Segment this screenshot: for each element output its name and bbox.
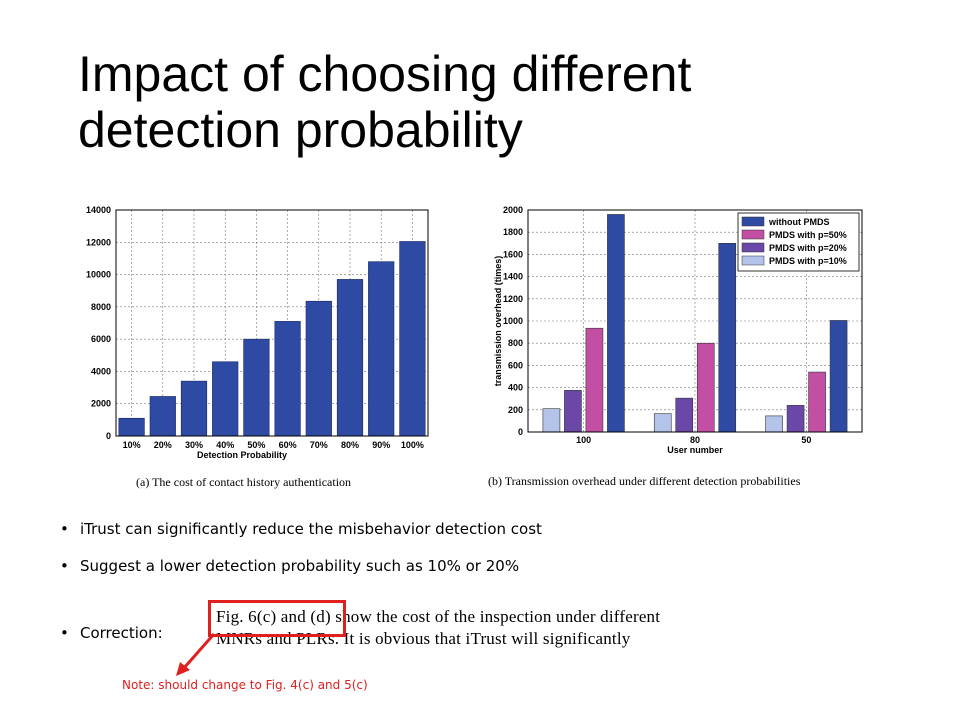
x-tick-label: 80 xyxy=(690,435,700,445)
bar xyxy=(180,380,208,437)
bar xyxy=(305,300,332,437)
x-tick-label: 70% xyxy=(310,440,328,450)
bar xyxy=(212,361,239,437)
x-tick-label: 40% xyxy=(216,440,234,450)
correction-line-2: MNRs and PLRs. It is obvious that iTrust… xyxy=(216,629,631,648)
bullet-dot-icon: • xyxy=(60,520,69,538)
x-tick-label: 10% xyxy=(123,440,141,450)
plot-frame xyxy=(115,209,429,437)
correction-excerpt: Fig. 6(c) and (d) show the cost of the i… xyxy=(216,606,756,654)
chart-caption: (b) Transmission overhead under differen… xyxy=(488,474,801,488)
legend-label: PMDS with p=20% xyxy=(769,243,847,253)
bar xyxy=(607,214,625,433)
y-tick-label: 0 xyxy=(518,427,523,437)
red-arrow-icon xyxy=(176,633,216,676)
highlight-box xyxy=(208,600,346,637)
bar xyxy=(399,241,426,437)
y-tick-label: 2000 xyxy=(503,205,523,215)
y-axis-label: transmission overhead (times) xyxy=(493,256,503,387)
x-tick-label: 60% xyxy=(279,440,297,450)
legend-swatch xyxy=(741,255,765,266)
bar xyxy=(653,413,672,433)
y-tick-label: 1800 xyxy=(503,227,523,237)
y-tick-label: 6000 xyxy=(91,334,111,344)
y-tick-label: 200 xyxy=(508,405,523,415)
bullet-item: • Suggest a lower detection probability s… xyxy=(60,557,519,575)
bullet-text: Suggest a lower detection probability su… xyxy=(80,557,520,575)
bar xyxy=(368,261,395,437)
bar xyxy=(696,342,715,433)
x-tick-label: 20% xyxy=(154,440,172,450)
legend-label: PMDS with p=50% xyxy=(769,230,847,240)
bar xyxy=(118,417,145,437)
bullet-item: • iTrust can significantly reduce the mis… xyxy=(60,520,542,538)
bullet-dot-icon: • xyxy=(60,557,69,575)
bullet-item: • Correction: xyxy=(60,624,163,642)
chart-transmission-overhead: 0 200 400 600 800 1000 1200 1400 1600 1800 2000 100… xyxy=(488,205,863,488)
plot-frame xyxy=(527,209,863,433)
y-tick-label: 8000 xyxy=(91,302,111,312)
legend-swatch xyxy=(741,242,765,253)
chart-contact-history-cost: 0 2000 4000 6000 8000 10000 12000 14000 10% 20% 30… xyxy=(86,205,429,489)
y-tick-label: 12000 xyxy=(86,237,111,247)
y-tick-label: 0 xyxy=(106,431,111,441)
bullet-text: iTrust can significantly reduce the misb… xyxy=(80,520,542,538)
correction-line-1: Fig. 6(c) and (d) show the cost of the i… xyxy=(216,607,661,626)
bar xyxy=(808,371,826,433)
legend-swatch xyxy=(741,216,765,227)
x-tick-label: 100 xyxy=(576,435,591,445)
bar xyxy=(542,408,561,433)
x-tick-label: 30% xyxy=(185,440,203,450)
chart-caption: (a) The cost of contact history authenti… xyxy=(136,475,351,489)
bar xyxy=(564,390,582,433)
y-tick-label: 800 xyxy=(508,338,523,348)
x-axis-label: Detection Probability xyxy=(197,450,287,460)
y-tick-label: 600 xyxy=(508,360,523,370)
y-tick-label: 14000 xyxy=(86,205,111,215)
bar xyxy=(786,405,805,433)
y-tick-label: 1600 xyxy=(503,249,523,259)
bullet-text: Correction: xyxy=(80,624,163,642)
legend-swatch xyxy=(741,229,765,240)
bar xyxy=(829,320,848,433)
x-tick-label: 80% xyxy=(341,440,359,450)
x-tick-label: 90% xyxy=(372,440,390,450)
legend-label: PMDS with p=10% xyxy=(769,256,847,266)
bar xyxy=(585,327,604,433)
legend-label: without PMDS xyxy=(768,217,830,227)
bar xyxy=(765,415,783,433)
y-tick-label: 4000 xyxy=(91,366,111,376)
slide-title: Impact of choosing different detection p… xyxy=(78,46,692,158)
y-tick-label: 400 xyxy=(508,383,523,393)
x-axis-label: User number xyxy=(667,445,723,455)
correction-note: Note: should change to Fig. 4(c) and 5(c… xyxy=(122,678,368,692)
x-tick-label: 50% xyxy=(247,440,265,450)
x-tick-label: 100% xyxy=(401,440,424,450)
bar xyxy=(274,321,301,437)
y-tick-label: 1200 xyxy=(503,294,523,304)
y-tick-label: 10000 xyxy=(86,270,111,280)
bullet-dot-icon: • xyxy=(60,624,69,642)
bar xyxy=(336,279,364,437)
y-tick-label: 1400 xyxy=(503,272,523,282)
bar xyxy=(149,396,176,437)
bar xyxy=(718,242,737,433)
x-tick-label: 50 xyxy=(801,435,811,445)
y-tick-label: 2000 xyxy=(91,399,111,409)
bar xyxy=(675,397,694,433)
bar xyxy=(243,338,270,437)
y-tick-label: 1000 xyxy=(503,316,523,326)
